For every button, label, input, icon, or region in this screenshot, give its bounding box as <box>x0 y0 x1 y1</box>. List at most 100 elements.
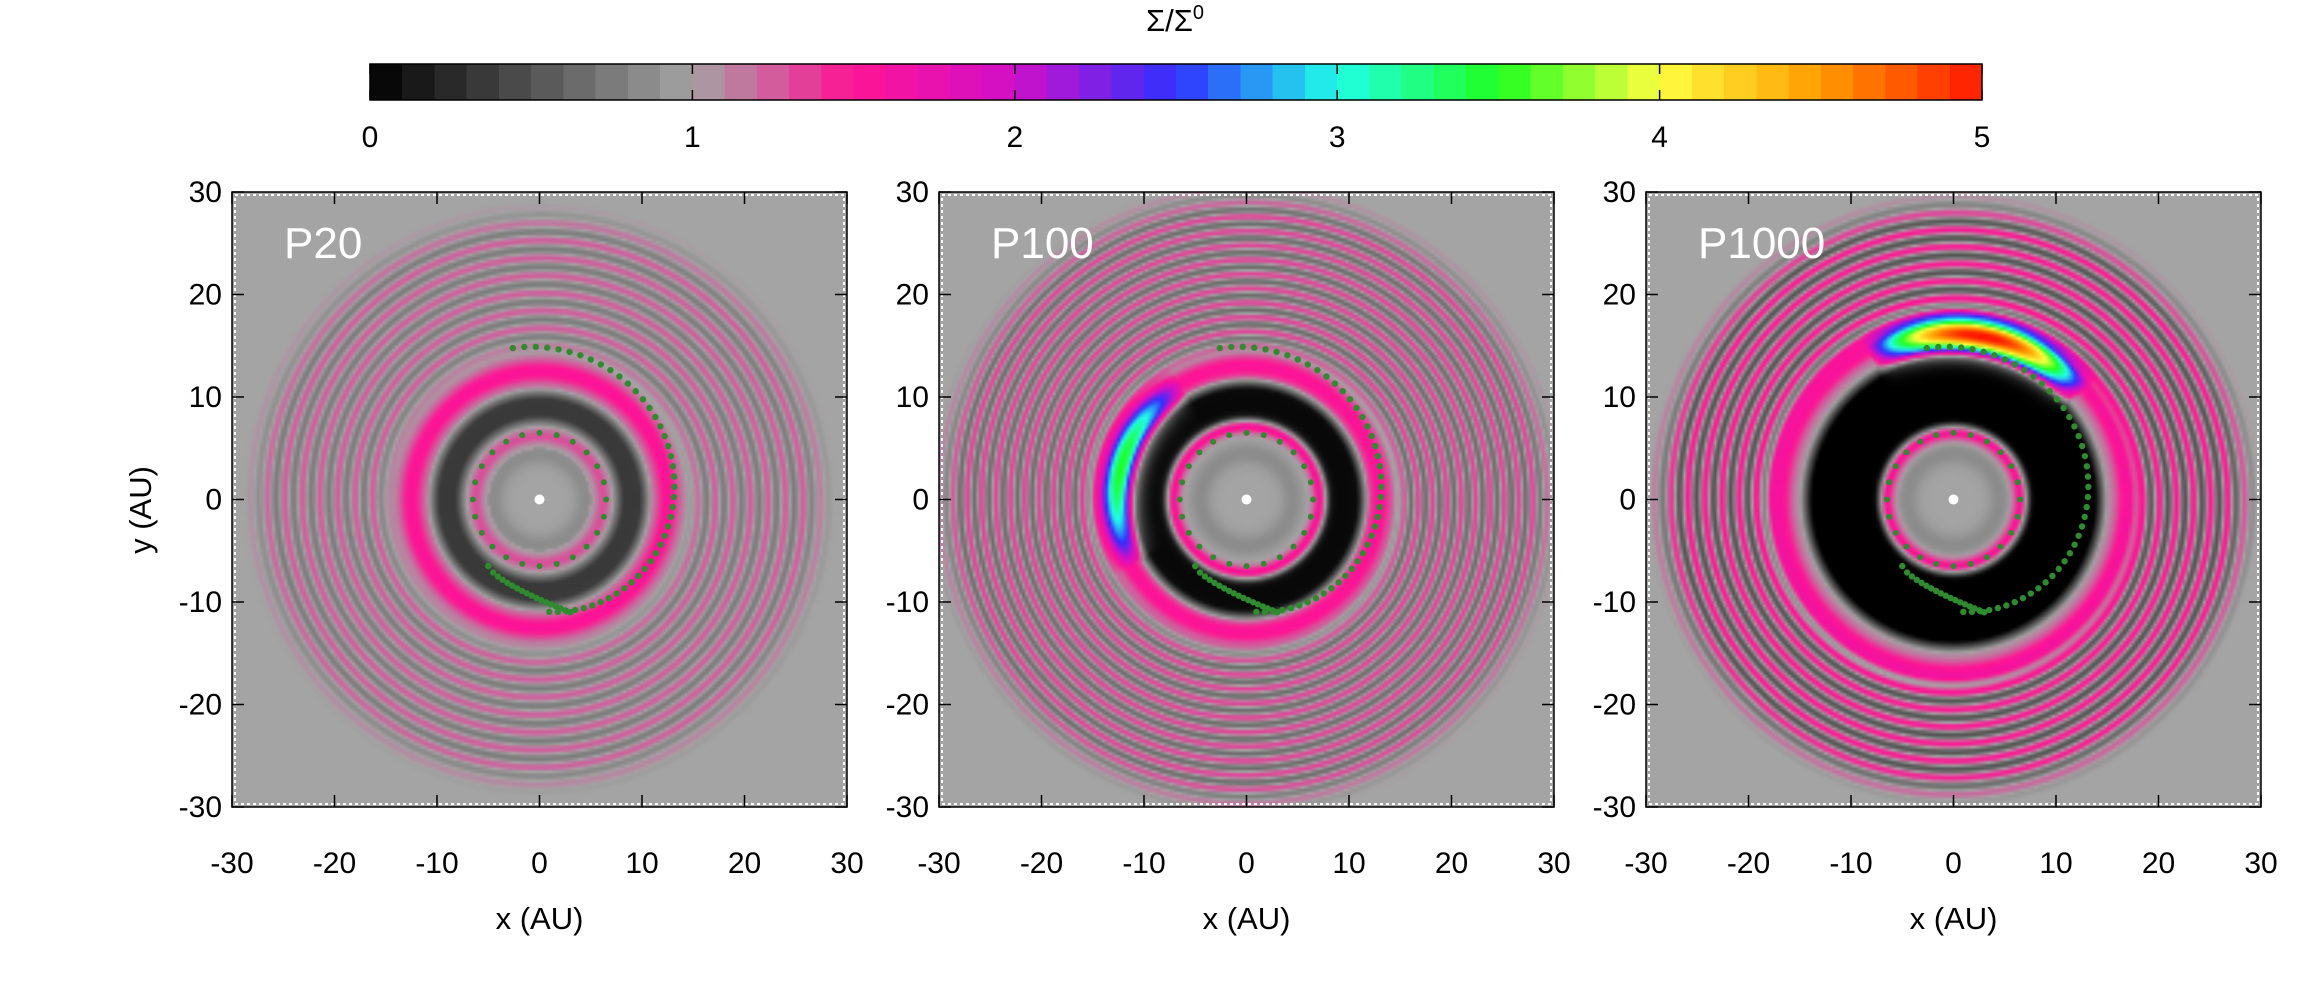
y-tick-label: 20 <box>1603 279 1636 312</box>
track-marker <box>1946 343 1953 351</box>
track-marker <box>1886 513 1893 520</box>
track-marker <box>472 513 479 520</box>
track-marker <box>1273 348 1280 356</box>
track-marker <box>2014 513 2021 520</box>
track-marker <box>580 604 588 612</box>
track-marker <box>1927 585 1935 592</box>
track-marker <box>597 361 605 368</box>
track-marker <box>1225 587 1233 595</box>
track-marker <box>1994 604 2002 612</box>
y-tick-label: -30 <box>179 791 222 824</box>
track-marker <box>1883 496 1890 503</box>
track-marker <box>639 396 647 403</box>
y-tick-label: -10 <box>179 586 222 619</box>
track-marker <box>605 594 613 602</box>
colorbar: Σ/Σ0 0 1 2 3 4 5 <box>362 2 1991 154</box>
x-tick-label: 0 <box>1945 847 1962 880</box>
track-marker <box>503 438 510 445</box>
colorbar-tick-label: 1 <box>684 121 701 154</box>
track-marker <box>1932 587 1940 595</box>
track-marker <box>1253 608 1260 616</box>
track-marker <box>1196 569 1204 576</box>
x-tick-label: -10 <box>415 847 458 880</box>
track-marker <box>1983 554 1990 561</box>
track-marker <box>1967 432 1974 439</box>
track-marker <box>1947 594 1954 602</box>
track-marker <box>1966 603 1973 610</box>
track-marker <box>1235 592 1242 599</box>
x-tick-label: 0 <box>1238 847 1255 880</box>
track-marker <box>1216 582 1223 589</box>
track-marker <box>1958 344 1965 351</box>
track-marker <box>2066 550 2074 557</box>
track-marker <box>2075 432 2082 440</box>
track-marker <box>1918 579 1925 587</box>
track-marker <box>669 503 676 511</box>
track-marker <box>1185 463 1192 470</box>
track-marker <box>519 560 526 567</box>
track-marker <box>536 563 543 570</box>
track-marker <box>1249 599 1257 606</box>
track-marker <box>504 579 511 587</box>
track-marker <box>1942 592 1949 599</box>
track-marker <box>1950 563 1957 570</box>
track-marker <box>1981 609 1988 616</box>
track-marker <box>1264 605 1271 612</box>
track-marker <box>1376 503 1383 511</box>
track-marker <box>2081 452 2089 460</box>
track-marker <box>600 479 607 486</box>
track-marker <box>1903 569 1911 576</box>
track-marker <box>1933 560 1940 567</box>
track-marker <box>1359 550 1367 557</box>
track-marker <box>2011 361 2019 368</box>
track-marker <box>1239 343 1246 351</box>
track-marker <box>632 388 639 395</box>
x-tick-label: -20 <box>1727 847 1770 880</box>
track-marker <box>641 565 648 573</box>
track-marker <box>667 452 675 460</box>
x-tick-label: 10 <box>2039 847 2072 880</box>
track-marker <box>2084 473 2092 480</box>
colorbar-tick-label: 4 <box>1651 121 1668 154</box>
track-marker <box>646 404 653 412</box>
track-marker <box>635 572 642 580</box>
track-marker <box>2003 602 2010 609</box>
track-marker <box>2061 558 2068 565</box>
track-marker <box>1279 606 1286 614</box>
track-marker <box>1301 463 1308 470</box>
track-marker <box>2055 565 2062 573</box>
track-marker <box>1320 590 1327 597</box>
y-tick-label: 20 <box>896 279 929 312</box>
track-marker <box>478 529 485 536</box>
track-marker <box>1886 479 1893 486</box>
track-marker <box>1206 576 1213 584</box>
track-marker <box>1339 388 1346 395</box>
y-tick-label: -10 <box>1593 586 1636 619</box>
track-marker <box>1364 423 1371 430</box>
track-marker <box>2027 590 2034 597</box>
y-axis-label: y (AU) <box>123 466 158 554</box>
track-marker <box>621 585 628 592</box>
track-marker <box>594 463 601 470</box>
track-marker <box>1304 598 1311 606</box>
track-marker <box>597 598 604 606</box>
track-marker <box>1220 585 1228 592</box>
y-tick-label: 30 <box>896 176 929 209</box>
track-marker <box>652 550 660 557</box>
track-marker <box>1353 404 1360 412</box>
x-tick-label: 10 <box>625 847 658 880</box>
track-marker <box>1892 463 1899 470</box>
track-marker <box>1290 449 1297 456</box>
track-marker <box>1967 560 1974 567</box>
y-tick-label: 0 <box>1619 484 1636 517</box>
track-marker <box>1314 366 1321 374</box>
panel-p20: -30 -20 -10 0 10 20 30 30 20 10 0 -10 -20 -30 x (AU) P2… <box>179 176 864 936</box>
track-marker <box>2008 529 2015 536</box>
y-tick-label: 0 <box>205 484 222 517</box>
track-marker <box>1269 607 1276 614</box>
track-marker <box>1937 590 1945 597</box>
track-marker <box>494 573 502 580</box>
track-marker <box>536 429 543 436</box>
track-marker <box>2035 585 2042 592</box>
track-marker <box>1185 529 1192 536</box>
